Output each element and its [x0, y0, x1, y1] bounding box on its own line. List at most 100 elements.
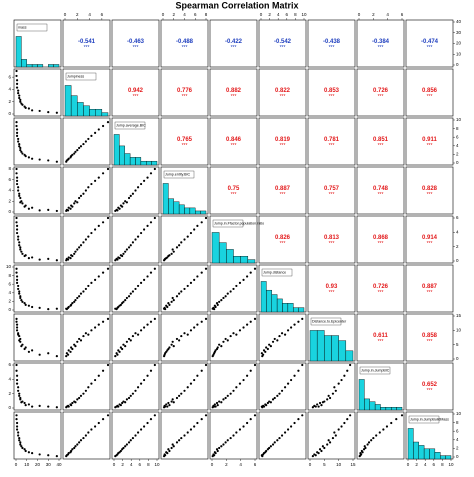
point: [24, 404, 27, 407]
correlation-value: 0.828: [422, 186, 438, 192]
x-tick-label: 4: [130, 462, 133, 467]
x-tick-label: 2: [172, 12, 175, 17]
point: [216, 404, 219, 407]
point: [94, 131, 97, 134]
significance: ***: [182, 94, 188, 100]
point: [333, 386, 336, 389]
point: [73, 252, 76, 255]
hist-bar: [374, 404, 381, 411]
hist-bar: [345, 350, 354, 362]
point: [15, 216, 18, 220]
significance: ***: [182, 143, 188, 149]
point: [301, 363, 304, 367]
point: [232, 287, 235, 291]
point: [171, 443, 174, 446]
hist-bar: [129, 157, 136, 166]
point: [47, 405, 50, 408]
y-tick-label: 8: [8, 166, 11, 171]
point: [165, 350, 168, 353]
point: [78, 246, 81, 249]
significance: ***: [378, 143, 384, 149]
panel: [62, 411, 111, 460]
x-tick-label: 2: [76, 12, 79, 17]
point: [47, 111, 50, 114]
point: [249, 418, 252, 421]
point: [320, 449, 323, 453]
point: [94, 378, 97, 382]
point: [101, 369, 105, 372]
point: [134, 238, 137, 241]
correlation-value: -0.474: [421, 39, 439, 45]
point: [249, 320, 252, 323]
point: [94, 228, 97, 231]
point: [76, 296, 79, 300]
point: [38, 453, 41, 456]
point: [193, 278, 196, 281]
point: [229, 290, 232, 293]
correlation-value: 0.887: [275, 186, 291, 192]
point: [175, 337, 179, 341]
point: [193, 425, 196, 428]
panel: [307, 19, 356, 68]
point: [71, 205, 74, 208]
point: [326, 398, 329, 401]
point: [73, 343, 76, 346]
x-tick-label: 0: [64, 12, 67, 17]
hist-bar: [124, 153, 131, 166]
x-tick-label: 0: [162, 12, 165, 17]
panel: [111, 68, 160, 117]
point: [71, 153, 74, 156]
correlation-value: 0.846: [226, 137, 242, 143]
hist-bar: [189, 207, 196, 215]
point: [280, 332, 284, 335]
point: [67, 256, 70, 259]
point: [216, 303, 219, 306]
point: [242, 425, 245, 428]
y-tick-label: 0: [456, 160, 459, 165]
point: [134, 434, 137, 437]
point: [183, 287, 186, 291]
point: [97, 128, 100, 131]
point: [15, 224, 19, 227]
panel: [160, 117, 209, 166]
point: [20, 250, 23, 253]
point: [172, 299, 175, 302]
point: [149, 172, 153, 175]
point: [76, 149, 79, 152]
point: [165, 257, 168, 260]
point: [316, 451, 319, 454]
point: [78, 196, 81, 200]
point: [212, 453, 215, 456]
point: [67, 405, 70, 408]
point: [15, 421, 19, 425]
hist-bar: [113, 134, 120, 166]
correlation-value: 0.726: [373, 88, 389, 94]
x-tick-label: 4: [386, 12, 389, 17]
hist-bar: [48, 64, 54, 68]
panel: [258, 68, 307, 117]
point: [226, 292, 229, 295]
point: [378, 431, 381, 434]
point: [122, 343, 125, 346]
correlation-value: -0.384: [372, 39, 390, 45]
point: [215, 347, 219, 351]
panel: [209, 68, 258, 117]
point: [114, 355, 117, 358]
point: [18, 142, 21, 146]
point: [18, 145, 21, 148]
point: [15, 179, 19, 182]
point: [131, 241, 135, 244]
point: [124, 200, 127, 203]
point: [318, 448, 322, 451]
point: [253, 317, 257, 320]
point: [165, 304, 168, 307]
hist-bar: [146, 160, 152, 166]
point: [55, 406, 58, 409]
point: [84, 238, 87, 241]
point: [17, 287, 20, 291]
point: [189, 329, 193, 332]
point: [19, 441, 22, 444]
point: [220, 299, 223, 302]
point: [293, 374, 296, 377]
point: [125, 398, 128, 401]
